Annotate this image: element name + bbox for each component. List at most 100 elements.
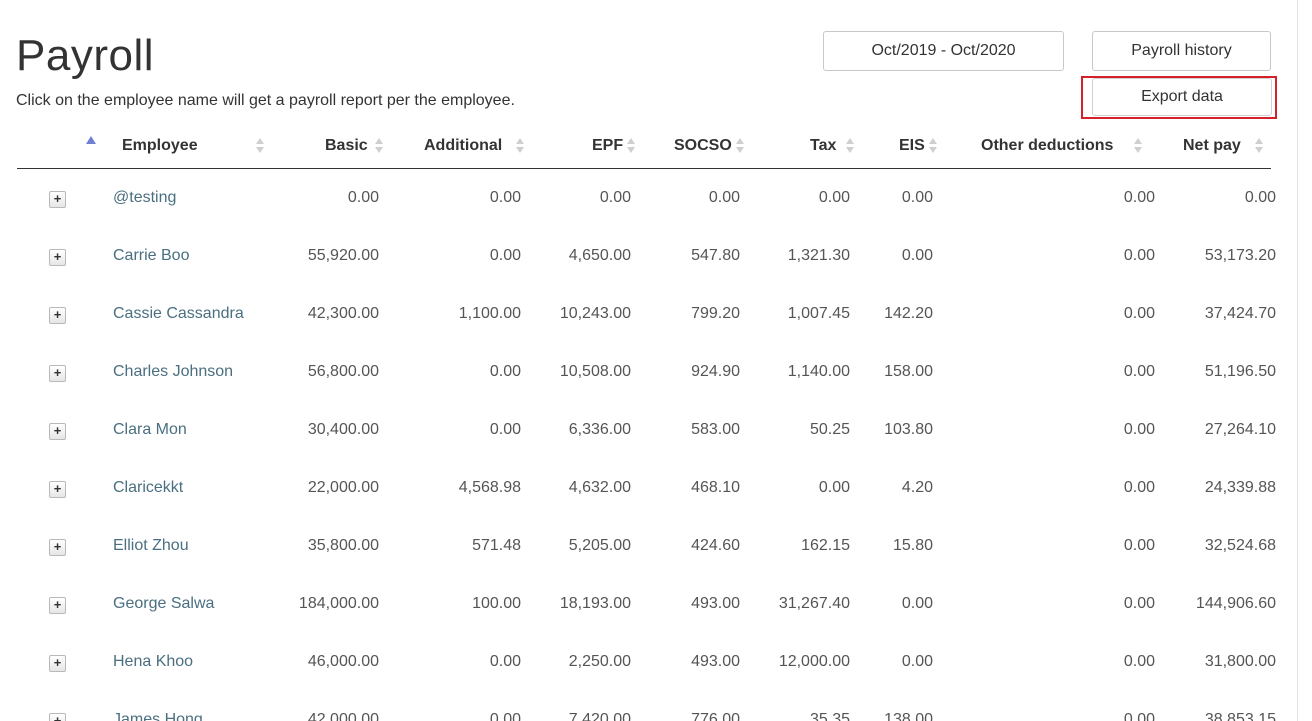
net-pay-cell: 24,339.88 (1204, 479, 1276, 496)
basic-cell: 30,400.00 (307, 421, 379, 438)
expand-row-plus-icon[interactable]: + (49, 423, 66, 440)
additional-cell: 0.00 (489, 247, 521, 264)
table-row: + Carrie Boo 55,920.00 0.00 4,650.00 547… (17, 227, 1276, 285)
column-header-epf[interactable]: EPF (592, 137, 624, 154)
column-header-additional[interactable]: Additional (424, 137, 503, 154)
column-header-eis[interactable]: EIS (899, 137, 925, 154)
tax-cell: 0.00 (818, 479, 850, 496)
epf-cell: 7,420.00 (568, 711, 631, 721)
additional-cell: 0.00 (489, 653, 521, 670)
expand-row-plus-icon[interactable]: + (49, 597, 66, 614)
expand-row-plus-icon[interactable]: + (49, 481, 66, 498)
net-pay-cell: 38,853.15 (1204, 711, 1276, 721)
basic-cell: 0.00 (347, 189, 379, 206)
table-row: + Clara Mon 30,400.00 0.00 6,336.00 583.… (17, 401, 1276, 459)
table-row: + Cassie Cassandra 42,300.00 1,100.00 10… (17, 285, 1276, 343)
eis-cell: 158.00 (884, 363, 933, 380)
column-header-employee[interactable]: Employee (122, 137, 198, 154)
column-header-tax[interactable]: Tax (810, 137, 837, 154)
socso-cell: 799.20 (691, 305, 740, 322)
socso-cell: 924.90 (691, 363, 740, 380)
sort-other-deductions-icon[interactable] (1134, 138, 1142, 154)
employee-name-link[interactable]: Elliot Zhou (113, 537, 189, 554)
sort-tax-icon[interactable] (846, 138, 854, 154)
employee-name-link[interactable]: @testing (113, 189, 177, 206)
eis-cell: 4.20 (901, 479, 933, 496)
column-header-basic[interactable]: Basic (325, 137, 368, 154)
employee-name-link[interactable]: George Salwa (113, 595, 215, 612)
expand-row-plus-icon[interactable]: + (49, 655, 66, 672)
epf-cell: 5,205.00 (568, 537, 631, 554)
column-header-socso[interactable]: SOCSO (674, 137, 732, 154)
employee-name-link[interactable]: James Hong (113, 711, 203, 721)
sort-eis-icon[interactable] (929, 138, 937, 154)
other-deductions-cell: 0.00 (1123, 189, 1155, 206)
other-deductions-cell: 0.00 (1123, 479, 1155, 496)
employee-name-link[interactable]: Charles Johnson (113, 363, 234, 380)
date-range-button[interactable]: Oct/2019 - Oct/2020 (823, 31, 1064, 71)
socso-cell: 583.00 (691, 421, 740, 438)
sort-additional-icon[interactable] (516, 138, 524, 154)
payroll-history-button[interactable]: Payroll history (1092, 31, 1271, 71)
net-pay-cell: 0.00 (1244, 189, 1276, 206)
eis-cell: 142.20 (884, 305, 933, 322)
basic-cell: 184,000.00 (298, 595, 379, 612)
page-title: Payroll (16, 31, 154, 80)
vertical-scrollbar[interactable] (1297, 0, 1312, 721)
tax-cell: 162.15 (801, 537, 850, 554)
socso-cell: 0.00 (708, 189, 740, 206)
expand-row-plus-icon[interactable]: + (49, 539, 66, 556)
net-pay-cell: 53,173.20 (1204, 247, 1276, 264)
socso-cell: 493.00 (691, 595, 740, 612)
sort-epf-icon[interactable] (627, 138, 635, 154)
expand-row-plus-icon[interactable]: + (49, 365, 66, 382)
epf-cell: 0.00 (599, 189, 631, 206)
tax-cell: 50.25 (809, 421, 850, 438)
column-header-net-pay[interactable]: Net pay (1183, 137, 1241, 154)
tax-cell: 0.00 (818, 189, 850, 206)
additional-cell: 1,100.00 (458, 305, 521, 322)
employee-name-link[interactable]: Clara Mon (113, 421, 187, 438)
table-row: + Hena Khoo 46,000.00 0.00 2,250.00 493.… (17, 633, 1276, 691)
employee-name-link[interactable]: Cassie Cassandra (113, 305, 244, 322)
employee-name-link[interactable]: Carrie Boo (113, 247, 190, 264)
eis-cell: 0.00 (901, 653, 933, 670)
column-header-other-deductions[interactable]: Other deductions (981, 137, 1114, 154)
table-row: + Claricekkt 22,000.00 4,568.98 4,632.00… (17, 459, 1276, 517)
table-row: + James Hong 42,000.00 0.00 7,420.00 776… (17, 691, 1276, 721)
payroll-table-body: + @testing 0.00 0.00 0.00 0.00 0.00 0.00… (17, 169, 1276, 721)
sort-employee-icon[interactable] (256, 138, 264, 154)
additional-cell: 0.00 (489, 363, 521, 380)
other-deductions-cell: 0.00 (1123, 421, 1155, 438)
additional-cell: 571.48 (472, 537, 521, 554)
employee-name-link[interactable]: Hena Khoo (113, 653, 194, 670)
socso-cell: 547.80 (691, 247, 740, 264)
expand-row-plus-icon[interactable]: + (49, 307, 66, 324)
sort-ascending-icon[interactable] (86, 136, 96, 144)
tax-cell: 1,321.30 (787, 247, 850, 264)
basic-cell: 42,000.00 (307, 711, 379, 721)
epf-cell: 6,336.00 (568, 421, 631, 438)
additional-cell: 4,568.98 (458, 479, 521, 496)
other-deductions-cell: 0.00 (1123, 363, 1155, 380)
employee-name-link[interactable]: Claricekkt (113, 479, 184, 496)
expand-row-plus-icon[interactable]: + (49, 713, 66, 721)
table-row: + Elliot Zhou 35,800.00 571.48 5,205.00 … (17, 517, 1276, 575)
sort-socso-icon[interactable] (736, 138, 744, 154)
epf-cell: 4,650.00 (568, 247, 631, 264)
socso-cell: 468.10 (691, 479, 740, 496)
other-deductions-cell: 0.00 (1123, 653, 1155, 670)
expand-row-plus-icon[interactable]: + (49, 191, 66, 208)
epf-cell: 10,243.00 (559, 305, 631, 322)
export-data-button[interactable]: Export data (1092, 78, 1272, 116)
net-pay-cell: 31,800.00 (1204, 653, 1276, 670)
expand-row-plus-icon[interactable]: + (49, 249, 66, 266)
additional-cell: 100.00 (472, 595, 521, 612)
sort-basic-icon[interactable] (375, 138, 383, 154)
sort-net-pay-icon[interactable] (1255, 138, 1263, 154)
tax-cell: 1,140.00 (787, 363, 850, 380)
net-pay-cell: 144,906.60 (1195, 595, 1276, 612)
table-header: Employee Basic Additional EPF SOCSO Tax … (17, 126, 1271, 169)
eis-cell: 0.00 (901, 189, 933, 206)
